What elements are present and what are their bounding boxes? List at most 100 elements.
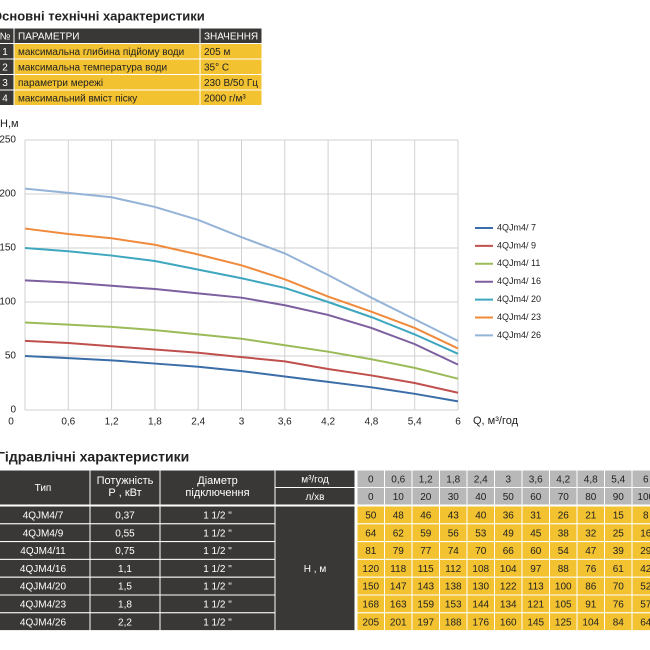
head-value: 36 [503,511,515,522]
spec-cell: 3 [2,78,8,89]
header-diameter: підключення [185,487,249,499]
head-value: 130 [472,582,489,593]
flow-l: 100 [637,492,650,503]
head-value: 47 [585,546,597,557]
row-cell: 4QJM4/26 [20,617,67,628]
head-value: 100 [555,582,572,593]
x-tick-label: 3,6 [278,417,292,428]
header-head-bg [274,505,356,632]
header-type: Тип [35,483,52,494]
spec-cell: 35° С [204,62,229,73]
head-value: 79 [393,546,405,557]
flow-l: 40 [475,492,487,503]
header-head: Н , м [304,564,327,575]
legend-label: 4QJm4/ 11 [497,258,540,268]
head-value: 57 [640,600,650,611]
head-value: 64 [640,617,650,628]
head-value: 88 [558,564,570,575]
row-cell: 4QJM4/11 [20,546,66,557]
row-cell: 2,2 [118,617,132,628]
x-tick-label: 0 [8,417,14,428]
flow-m3: 1,2 [419,474,433,485]
series-line [24,247,459,355]
row-cell: 1,5 [118,582,132,593]
head-value: 40 [475,511,487,522]
x-tick-label: 4,2 [321,417,335,428]
head-value: 144 [472,600,489,611]
head-value: 56 [448,528,460,539]
header-diameter: Діаметр [197,475,237,487]
row-cell: 4QJM4/23 [20,600,67,611]
flow-m3: 2,4 [474,474,488,485]
x-tick-label: 2,4 [191,417,205,428]
row-cell: 1,1 [118,564,132,575]
head-value: 160 [500,617,517,628]
head-value: 188 [445,617,462,628]
head-value: 104 [582,617,599,628]
series-line [24,187,459,342]
series-line [24,321,459,380]
header-flow-l-bg [274,487,356,506]
head-value: 122 [500,582,517,593]
flow-m3: 3 [505,474,511,485]
head-value: 64 [365,528,377,539]
head-value: 16 [640,528,650,539]
head-value: 42 [640,564,650,575]
head-value: 49 [503,528,515,539]
head-value: 76 [585,564,597,575]
spec-cell: 2000 г/м³ [204,93,246,104]
x-tick-label: 5,4 [408,417,422,428]
head-value: 104 [500,564,517,575]
flow-l: 0 [368,492,374,503]
head-value: 32 [585,528,597,539]
head-value: 38 [558,528,570,539]
flow-m3: 5,4 [611,474,625,485]
head-value: 159 [417,600,434,611]
flow-m3: 0 [368,474,374,485]
head-value: 81 [365,546,377,557]
spec-header: ЗНАЧЕННЯ [204,31,258,42]
legend-label: 4QJm4/ 26 [497,330,541,340]
head-value: 74 [448,546,460,557]
head-value: 62 [393,528,405,539]
head-value: 53 [475,528,487,539]
head-value: 97 [530,564,542,575]
y-tick-label: 100 [0,297,16,308]
head-value: 168 [362,600,379,611]
head-value: 163 [390,600,407,611]
header-power: Р , кВт [108,487,141,499]
flow-l: 80 [585,492,597,503]
head-value: 86 [585,582,597,593]
head-value: 197 [417,617,434,628]
head-value: 70 [475,546,487,557]
x-tick-label: 3 [239,417,245,428]
head-value: 59 [420,528,432,539]
header-power: Потужність [97,475,154,487]
flow-m3: 4,2 [556,474,570,485]
legend-label: 4QJm4/ 23 [497,312,541,322]
head-value: 84 [613,617,625,628]
row-cell: 4QJM4/16 [20,564,67,575]
flow-l: 70 [558,492,570,503]
legend-label: 4QJm4/ 9 [497,240,536,250]
head-value: 43 [448,511,460,522]
head-value: 50 [365,511,377,522]
head-value: 112 [445,564,461,575]
flow-m3: 6 [643,474,649,485]
row-cell: 1 1/2 " [203,600,232,611]
head-value: 76 [613,600,625,611]
flow-l: 20 [420,492,432,503]
head-value: 134 [500,600,517,611]
head-value: 147 [390,582,407,593]
head-value: 70 [613,582,625,593]
spec-cell: 1 [2,47,8,58]
head-value: 8 [643,511,649,522]
header-flow-l: л/хв [306,492,325,503]
head-value: 201 [390,617,407,628]
y-tick-label: 200 [0,189,16,200]
spec-cell-bg [199,89,263,106]
flow-m3: 1,8 [446,474,460,485]
y-axis-label: H,м [0,118,19,130]
head-value: 118 [390,564,406,575]
head-value: 39 [613,546,625,557]
